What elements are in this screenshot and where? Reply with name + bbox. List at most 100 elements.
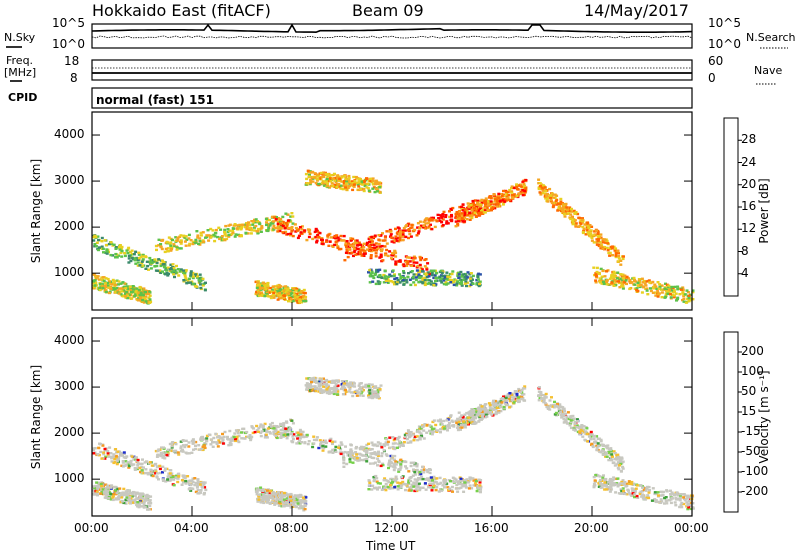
echo-cell [581,231,585,235]
echo-cell [560,415,564,418]
echo-cell [114,247,118,250]
echo-cell [333,185,337,188]
echo-cell [424,258,428,261]
echo-cell [591,445,595,449]
echo-cell [218,237,222,241]
echo-cell [385,248,389,252]
echo-cell [172,243,176,246]
echo-cell [645,289,649,292]
echo-cell [334,240,338,244]
echo-cell [345,249,349,252]
echo-cell [93,245,97,248]
echo-cell [415,468,419,472]
echo-cell [266,222,270,226]
echo-cell [268,286,272,290]
echo-cell [538,182,542,185]
echo-cell [135,503,139,507]
echo-cell [163,250,167,254]
echo-cell [396,437,400,440]
echo-cell [281,435,285,438]
echo-cell [110,460,114,463]
echo-cell [109,253,113,257]
echo-cell [609,488,613,491]
echo-cell [349,449,353,452]
echo-cell [409,256,413,260]
echo-cell [157,258,161,261]
echo-cell [506,190,510,194]
echo-cell [227,233,231,237]
echo-cell [623,274,627,277]
echo-cell [493,194,497,197]
echo-cell [439,428,443,431]
echo-cell [265,221,268,224]
echo-cell [282,424,286,427]
echo-cell [597,444,601,447]
echo-cell [478,409,482,413]
echo-cell [322,382,326,385]
echo-cell [477,272,481,275]
echo-cell [599,245,603,248]
echo-cell [168,469,172,472]
echo-cell [350,251,354,254]
echo-cell [286,434,290,437]
echo-cell [371,452,375,455]
echo-cell [306,384,310,387]
echo-cell [236,431,240,435]
echo-cell [380,446,384,449]
echo-cell [308,173,311,177]
echo-cell [441,274,445,278]
echo-cell [245,227,249,231]
echo-cell [358,182,362,185]
echo-cell [341,187,345,191]
echo-cell [107,455,111,458]
echo-cell [112,243,116,246]
echo-cell [342,457,346,460]
echo-cell [92,452,96,455]
echo-cell [395,281,399,284]
echo-cell [106,281,110,285]
echo-cell [94,281,98,285]
echo-cell [181,481,185,484]
echo-cell [127,464,131,468]
echo-cell [385,454,389,457]
echo-cell [179,247,183,250]
echo-cell [480,410,484,413]
echo-cell [289,298,293,301]
echo-cell [339,239,343,242]
echo-cell [279,423,283,426]
echo-cell [352,185,356,188]
echo-cell [494,401,498,404]
echo-cell [276,222,280,226]
echo-cell [245,225,249,228]
echo-cell [335,387,339,390]
echo-cell [658,285,662,289]
echo-cell [347,174,351,178]
echo-cell [261,286,264,289]
echo-cell [267,291,271,294]
echo-cell [169,268,173,271]
echo-cell [344,388,347,392]
echo-cell [133,491,136,494]
echo-cell [339,234,343,238]
echo-cell [203,486,207,489]
echo-cell [162,260,166,264]
echo-cell [622,277,626,280]
echo-cell [281,428,285,431]
echo-cell [130,249,134,252]
echo-cell [145,260,149,263]
echo-cell [268,430,272,434]
echo-cell [190,451,194,454]
echo-cell [418,431,422,434]
echo-cell [426,271,430,274]
echo-cell [139,255,143,259]
echo-cell [103,286,107,289]
echo-cell [545,197,549,201]
echo-cell [471,415,475,418]
echo-cell [256,232,260,235]
echo-cell [104,494,108,497]
echo-cell [665,288,669,291]
echo-cell [479,203,483,206]
echo-cell [679,503,683,507]
echo-cell [133,259,137,262]
echo-cell [265,430,269,433]
